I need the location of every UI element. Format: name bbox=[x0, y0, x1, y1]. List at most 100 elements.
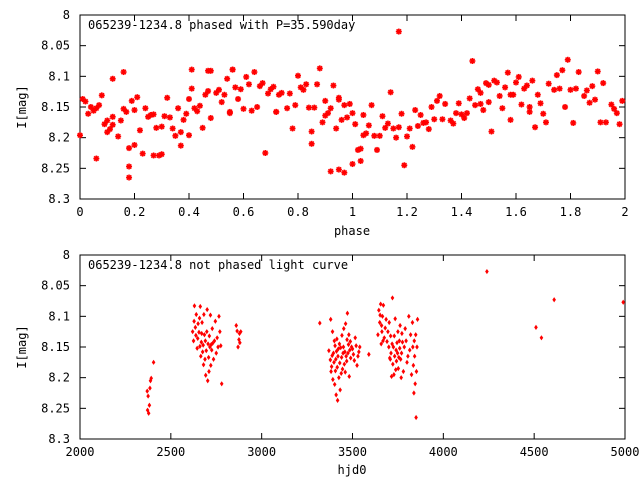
data-point bbox=[335, 336, 339, 342]
data-point bbox=[327, 105, 334, 112]
data-point bbox=[169, 125, 176, 132]
data-point bbox=[415, 344, 419, 350]
data-point bbox=[570, 119, 577, 126]
data-point bbox=[337, 341, 342, 347]
data-point bbox=[368, 102, 375, 109]
data-point bbox=[387, 89, 394, 96]
data-point bbox=[353, 335, 358, 341]
data-point bbox=[201, 362, 206, 368]
data-point bbox=[409, 143, 416, 150]
data-point bbox=[300, 86, 307, 93]
data-point bbox=[393, 316, 397, 322]
data-point bbox=[245, 81, 252, 88]
data-point bbox=[360, 111, 367, 118]
data-point bbox=[191, 338, 196, 344]
data-point bbox=[211, 356, 216, 362]
data-point bbox=[188, 85, 195, 92]
data-point bbox=[128, 97, 135, 104]
data-point bbox=[414, 368, 419, 375]
data-point bbox=[415, 316, 420, 322]
data-point bbox=[289, 125, 296, 132]
data-point bbox=[237, 337, 241, 343]
data-point bbox=[414, 123, 421, 130]
data-point bbox=[397, 354, 401, 361]
x-tick-label: 1.4 bbox=[451, 205, 473, 219]
data-point bbox=[348, 338, 353, 345]
data-point bbox=[200, 319, 204, 326]
data-point bbox=[608, 101, 615, 108]
data-point bbox=[126, 174, 133, 181]
data-point bbox=[251, 69, 258, 76]
plot-frame bbox=[79, 14, 626, 200]
data-point bbox=[602, 119, 609, 126]
data-point bbox=[379, 113, 386, 120]
data-point bbox=[534, 324, 538, 330]
data-point bbox=[237, 86, 244, 93]
data-point bbox=[335, 364, 340, 370]
data-point bbox=[158, 151, 165, 158]
data-point bbox=[194, 108, 201, 115]
data-point bbox=[327, 168, 334, 175]
y-tick-label: 8 bbox=[63, 8, 70, 22]
data-point bbox=[96, 102, 103, 109]
x-tick-label: 1.8 bbox=[560, 205, 582, 219]
data-point bbox=[338, 345, 343, 351]
data-point bbox=[194, 311, 199, 318]
data-point bbox=[343, 369, 348, 375]
data-point bbox=[303, 81, 310, 88]
data-point bbox=[393, 367, 398, 373]
data-point bbox=[377, 307, 381, 313]
data-point bbox=[149, 375, 154, 381]
data-point bbox=[402, 344, 407, 350]
data-point bbox=[175, 105, 182, 112]
y-axis: 8 8.05 8.1 8.15 8.2 8.25 8.3 bbox=[41, 248, 625, 446]
data-point bbox=[392, 353, 397, 359]
y-tick-label: 8.2 bbox=[48, 131, 70, 145]
data-point bbox=[357, 157, 364, 164]
data-point bbox=[387, 319, 391, 326]
data-point bbox=[333, 368, 338, 374]
plot-title: 065239-1234.8 phased with P=35.590day bbox=[88, 18, 355, 32]
data-point bbox=[349, 161, 356, 168]
y-tick-label: 8.25 bbox=[41, 401, 70, 415]
data-point bbox=[328, 357, 333, 363]
data-point bbox=[248, 107, 255, 114]
data-point bbox=[586, 99, 593, 106]
data-point bbox=[390, 125, 397, 132]
data-point bbox=[399, 375, 403, 381]
data-point bbox=[201, 342, 205, 348]
data-point bbox=[209, 362, 213, 368]
data-point bbox=[397, 345, 402, 351]
data-point bbox=[417, 111, 424, 118]
data-point bbox=[377, 319, 382, 326]
data-point bbox=[226, 110, 233, 117]
data-point bbox=[367, 351, 371, 357]
data-point bbox=[194, 332, 198, 338]
data-point bbox=[400, 330, 404, 337]
data-point bbox=[378, 312, 382, 318]
data-point bbox=[329, 364, 334, 370]
data-point bbox=[237, 330, 242, 337]
data-point bbox=[347, 373, 352, 380]
data-point bbox=[398, 110, 405, 117]
data-point bbox=[104, 117, 111, 124]
data-point bbox=[619, 97, 626, 104]
data-point bbox=[346, 341, 351, 348]
data-point bbox=[319, 119, 326, 126]
data-point bbox=[545, 80, 552, 87]
data-point bbox=[333, 343, 337, 349]
data-point bbox=[507, 116, 514, 123]
data-point bbox=[186, 96, 192, 103]
data-point bbox=[203, 338, 208, 344]
data-point bbox=[388, 356, 393, 362]
data-point bbox=[335, 96, 342, 103]
data-point bbox=[412, 107, 419, 114]
data-point bbox=[349, 110, 356, 117]
data-point bbox=[186, 132, 192, 139]
data-point bbox=[332, 359, 336, 365]
data-point bbox=[139, 150, 146, 157]
data-point bbox=[265, 90, 272, 97]
data-point bbox=[395, 350, 400, 356]
data-point bbox=[336, 346, 341, 352]
